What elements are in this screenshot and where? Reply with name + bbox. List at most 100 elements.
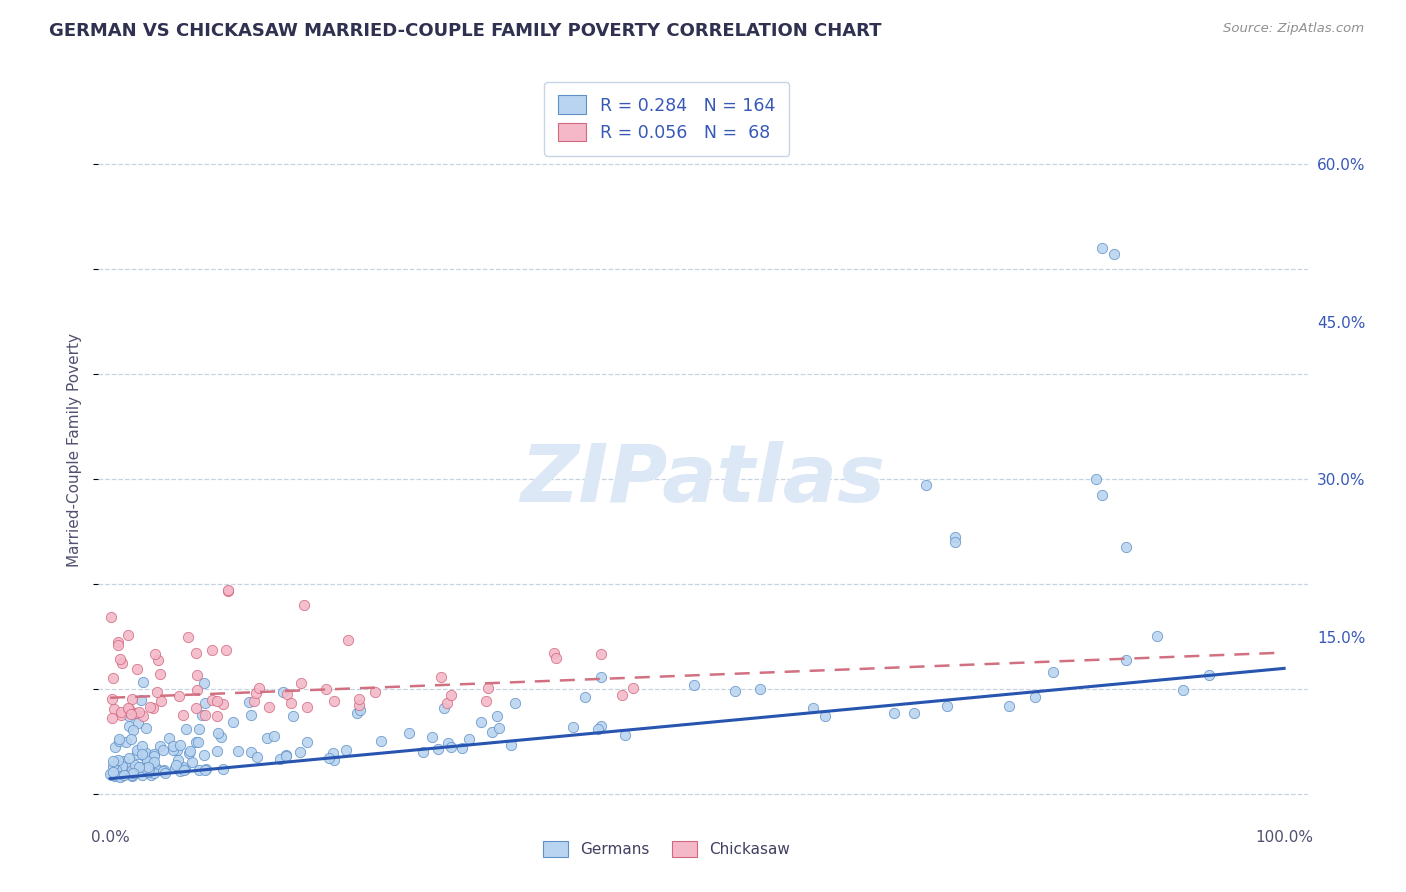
Point: [180, 756, 202, 770]
Point: [117, 701, 139, 715]
Point: [100, 609, 122, 624]
Point: [221, 714, 243, 729]
Point: [621, 681, 644, 696]
Point: [499, 738, 522, 752]
Point: [152, 764, 174, 779]
Point: [173, 762, 195, 776]
Point: [945, 530, 967, 544]
Point: [127, 760, 149, 774]
Point: [586, 722, 609, 736]
Point: [146, 653, 169, 667]
Point: [142, 747, 165, 761]
Point: [801, 701, 824, 715]
Point: [1115, 653, 1137, 667]
Point: [1146, 629, 1168, 643]
Point: [101, 765, 124, 780]
Point: [263, 729, 285, 743]
Point: [179, 744, 201, 758]
Point: [101, 754, 124, 768]
Point: [201, 643, 224, 657]
Point: [110, 705, 132, 719]
Point: [188, 723, 211, 737]
Point: [205, 708, 228, 723]
Point: [591, 670, 613, 684]
Point: [132, 675, 155, 690]
Point: [120, 765, 142, 780]
Point: [936, 698, 959, 713]
Point: [124, 706, 146, 720]
Point: [124, 758, 146, 772]
Point: [121, 768, 143, 782]
Point: [205, 694, 228, 708]
Point: [439, 688, 461, 702]
Point: [336, 633, 359, 648]
Point: [169, 690, 191, 704]
Point: [139, 754, 162, 768]
Point: [347, 692, 370, 706]
Point: [162, 739, 184, 753]
Point: [207, 726, 229, 740]
Point: [104, 764, 127, 778]
Point: [589, 647, 612, 661]
Point: [142, 749, 165, 764]
Point: [136, 756, 159, 770]
Point: [1085, 472, 1108, 486]
Point: [121, 767, 143, 781]
Point: [135, 721, 157, 735]
Point: [118, 702, 141, 716]
Point: [174, 723, 197, 737]
Point: [184, 735, 207, 749]
Point: [131, 747, 153, 762]
Point: [142, 701, 165, 715]
Point: [103, 760, 125, 774]
Point: [682, 678, 704, 692]
Point: [543, 646, 565, 660]
Point: [239, 707, 262, 722]
Point: [122, 723, 145, 737]
Point: [103, 759, 125, 773]
Point: [101, 671, 124, 685]
Y-axis label: Married-Couple Family Poverty: Married-Couple Family Poverty: [67, 334, 83, 567]
Point: [169, 739, 191, 753]
Point: [217, 583, 239, 598]
Point: [117, 719, 139, 733]
Point: [162, 743, 184, 757]
Point: [110, 707, 132, 722]
Point: [145, 761, 167, 775]
Point: [120, 732, 142, 747]
Point: [146, 763, 169, 777]
Point: [1042, 665, 1064, 680]
Point: [136, 760, 159, 774]
Point: [118, 708, 141, 723]
Point: [426, 741, 449, 756]
Text: Source: ZipAtlas.com: Source: ZipAtlas.com: [1223, 22, 1364, 36]
Point: [269, 752, 291, 766]
Point: [903, 706, 925, 720]
Point: [138, 762, 160, 776]
Point: [194, 707, 217, 722]
Point: [110, 651, 132, 665]
Point: [245, 686, 267, 700]
Point: [132, 749, 155, 764]
Point: [1171, 683, 1194, 698]
Point: [125, 747, 148, 762]
Point: [107, 634, 129, 648]
Point: [1024, 690, 1046, 704]
Point: [212, 698, 235, 712]
Point: [346, 706, 368, 720]
Point: [205, 744, 228, 758]
Point: [139, 768, 162, 782]
Point: [290, 745, 312, 759]
Point: [364, 685, 387, 699]
Point: [211, 762, 233, 776]
Point: [370, 734, 392, 748]
Point: [111, 656, 134, 670]
Point: [475, 694, 498, 708]
Point: [128, 706, 150, 720]
Point: [107, 731, 129, 746]
Point: [420, 730, 443, 744]
Point: [184, 700, 207, 714]
Point: [814, 709, 837, 723]
Point: [433, 701, 456, 715]
Point: [257, 699, 280, 714]
